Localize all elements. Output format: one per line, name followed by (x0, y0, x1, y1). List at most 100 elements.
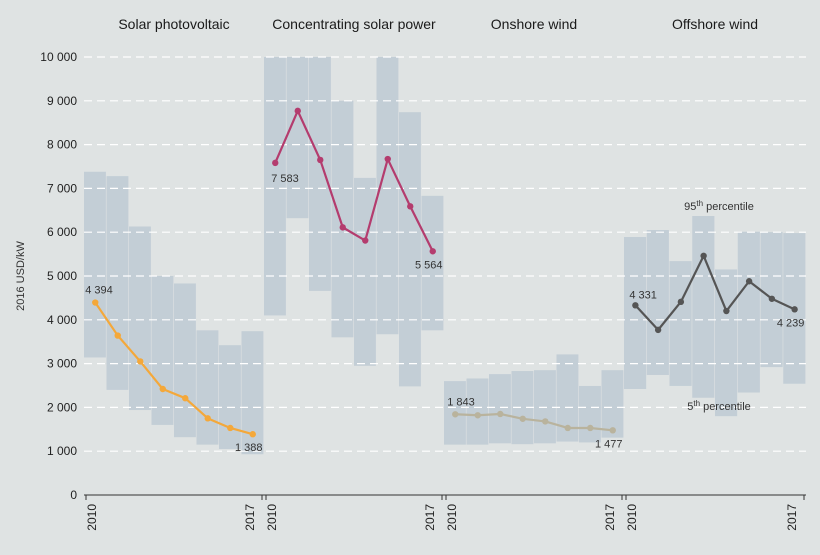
data-point (654, 326, 662, 334)
data-point (745, 278, 753, 285)
percentile-band (196, 330, 219, 445)
percentile-band (219, 345, 241, 450)
percentile-band (309, 57, 331, 291)
data-label-end: 4 239 (777, 317, 805, 329)
data-label-end: 1 388 (235, 442, 263, 454)
data-point (609, 427, 616, 434)
series-line (94, 301, 254, 436)
percentile-band (174, 283, 196, 438)
y-tick-label: 8 000 (47, 138, 77, 152)
annotation-5th-percentile: 5th percentile (687, 399, 751, 413)
percentile-band (692, 215, 715, 398)
percentile-band (241, 331, 264, 455)
percentile-band (579, 385, 601, 443)
percentile-band (466, 378, 489, 445)
data-label-end: 1 477 (595, 438, 623, 450)
percentile-band (376, 57, 399, 335)
data-label-start: 7 583 (271, 173, 299, 185)
data-point (723, 307, 730, 315)
percentile-band (399, 112, 421, 387)
percentile-band (84, 171, 106, 358)
panel-title: Solar photovoltaic (118, 16, 229, 32)
data-label-end: 5 564 (415, 259, 443, 271)
data-point (294, 107, 301, 115)
percentile-band (511, 371, 534, 445)
data-point (362, 237, 369, 244)
percentile-band (601, 370, 624, 438)
data-point (429, 248, 436, 255)
data-point (768, 295, 776, 302)
percentile-band (556, 354, 579, 442)
data-point (700, 252, 707, 260)
percentile-band (646, 230, 669, 375)
data-point (542, 418, 549, 425)
panel-title: Offshore wind (672, 16, 758, 32)
y-tick-label: 2 000 (47, 400, 77, 414)
y-tick-label: 4 000 (47, 313, 77, 327)
percentile-band (715, 269, 738, 417)
data-point (474, 412, 481, 419)
percentile-band (129, 226, 151, 411)
data-point (587, 424, 594, 432)
y-tick-label: 5 000 (47, 269, 77, 283)
series-line (634, 254, 796, 331)
data-point (114, 332, 121, 339)
percentile-band (151, 276, 174, 425)
percentile-band (354, 177, 376, 366)
data-point (519, 415, 526, 422)
annotation-95th-percentile: 95th percentile (684, 199, 754, 213)
data-point (677, 298, 685, 306)
percentile-band (624, 237, 647, 390)
percentile-band (421, 195, 444, 331)
x-tick-label: 2010 (85, 504, 99, 531)
x-tick-label: 2010 (445, 504, 459, 531)
data-point (204, 415, 211, 422)
panel-title: Concentrating solar power (272, 16, 436, 32)
panel-title: Onshore wind (491, 16, 577, 32)
percentile-band (489, 374, 511, 444)
data-point (317, 156, 324, 164)
data-point (452, 411, 459, 418)
percentile-band (106, 176, 129, 390)
x-tick-label: 2017 (243, 504, 257, 531)
y-axis-label: 2016 USD/kW (15, 241, 27, 311)
data-label-start: 4 331 (629, 289, 657, 301)
percentile-band (264, 57, 286, 316)
percentile-band (737, 231, 760, 393)
y-tick-label: 0 (70, 488, 77, 502)
data-point (92, 299, 99, 306)
y-tick-label: 10 000 (40, 50, 77, 64)
data-point (407, 203, 414, 210)
y-tick-label: 7 000 (47, 181, 77, 195)
data-point (227, 424, 234, 432)
data-point (497, 410, 504, 418)
data-label-start: 1 843 (447, 396, 475, 408)
x-tick-label: 2010 (625, 504, 639, 531)
x-tick-label: 2017 (603, 504, 617, 531)
y-tick-label: 6 000 (47, 225, 77, 239)
percentile-band (669, 261, 692, 386)
x-tick-label: 2017 (423, 504, 437, 531)
data-point (564, 424, 571, 432)
data-point (159, 385, 166, 393)
percentile-band (286, 57, 309, 219)
percentile-band (331, 100, 354, 338)
data-point (182, 395, 189, 402)
data-point (791, 306, 798, 313)
data-point (249, 431, 256, 438)
y-tick-label: 9 000 (47, 94, 77, 108)
x-tick-label: 2010 (265, 504, 279, 531)
y-tick-label: 3 000 (47, 357, 77, 371)
series-line (455, 412, 613, 432)
y-tick-label: 1 000 (47, 444, 77, 458)
data-point (339, 224, 346, 231)
data-point (632, 302, 639, 309)
data-label-start: 4 394 (85, 285, 113, 297)
percentile-band (534, 370, 556, 444)
data-point (272, 159, 279, 167)
series-line (274, 109, 434, 252)
data-point (384, 155, 391, 163)
data-point (137, 358, 144, 365)
